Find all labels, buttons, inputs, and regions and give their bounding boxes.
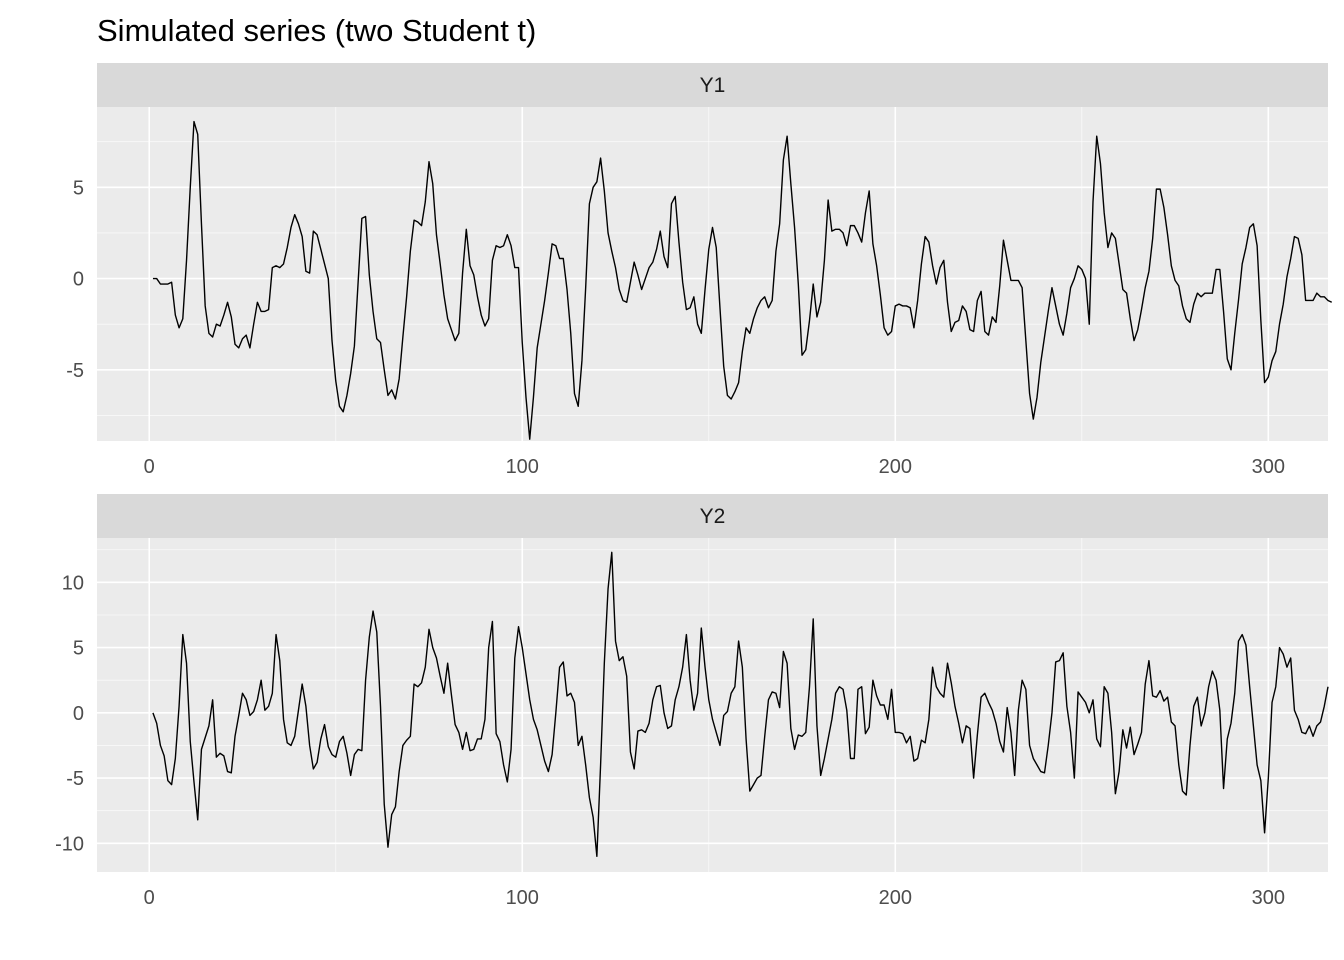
facet-panels: Y1 0 100 200 300 -5 0 5 Y2 0 100 200 300 -10 -5 0 5 10 — [55, 63, 1333, 909]
chart-title: Simulated series (two Student t) — [97, 13, 536, 48]
x-tick-label: 100 — [506, 887, 539, 909]
panel-background — [97, 538, 1328, 872]
facet-strip-label: Y2 — [700, 505, 726, 528]
series-line-y2 — [152, 551, 1329, 858]
facet-panel-y1: Y1 0 100 200 300 -5 0 5 — [66, 63, 1333, 478]
y-tick-label: 0 — [73, 269, 84, 291]
x-tick-label: 100 — [506, 456, 539, 478]
x-tick-label: 0 — [144, 887, 155, 909]
series-line-y1 — [152, 120, 1333, 440]
y-tick-label: 5 — [73, 177, 84, 199]
y-tick-label: -5 — [66, 768, 84, 790]
x-tick-label: 300 — [1252, 887, 1285, 909]
y-tick-label: -5 — [66, 360, 84, 382]
y-tick-label: -10 — [55, 833, 84, 855]
x-tick-label: 200 — [879, 887, 912, 909]
y-tick-label: 0 — [73, 703, 84, 725]
y-tick-label: 5 — [73, 638, 84, 660]
x-tick-label: 200 — [879, 456, 912, 478]
x-tick-label: 300 — [1252, 456, 1285, 478]
facet-panel-y2: Y2 0 100 200 300 -10 -5 0 5 10 — [55, 494, 1329, 909]
facet-strip-label: Y1 — [700, 74, 726, 97]
facet-strip — [97, 494, 1328, 538]
y-tick-label: 10 — [62, 572, 84, 594]
x-tick-label: 0 — [144, 456, 155, 478]
facet-strip — [97, 63, 1328, 107]
panel-background — [97, 107, 1328, 441]
